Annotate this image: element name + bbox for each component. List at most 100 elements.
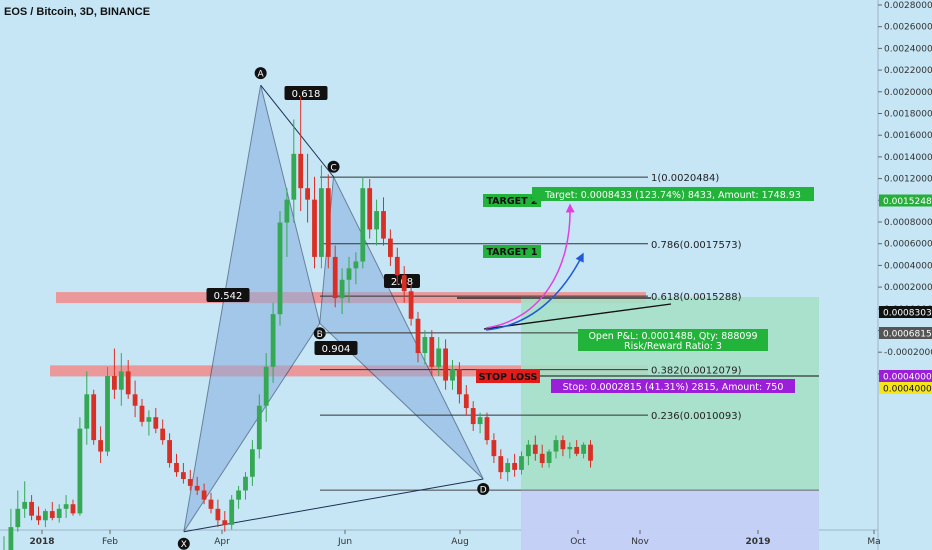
candle[interactable] bbox=[422, 337, 428, 354]
candle[interactable] bbox=[415, 318, 421, 354]
candle[interactable] bbox=[346, 268, 352, 280]
candle[interactable] bbox=[394, 256, 400, 276]
candle[interactable] bbox=[146, 417, 152, 422]
target-info-box[interactable] bbox=[532, 187, 814, 201]
candle[interactable] bbox=[436, 348, 442, 367]
candle[interactable] bbox=[174, 463, 179, 473]
arrow-to-target-1[interactable] bbox=[485, 252, 584, 331]
candle[interactable] bbox=[567, 446, 573, 450]
price-badge[interactable] bbox=[879, 382, 932, 394]
candle[interactable] bbox=[167, 440, 172, 463]
price-badge[interactable] bbox=[879, 194, 932, 207]
candle[interactable] bbox=[139, 405, 145, 422]
candle[interactable] bbox=[201, 490, 207, 500]
candle[interactable] bbox=[70, 504, 76, 514]
y-axis[interactable] bbox=[878, 0, 932, 550]
candle[interactable] bbox=[401, 275, 407, 292]
candle[interactable] bbox=[512, 463, 517, 470]
target-2-badge[interactable] bbox=[483, 194, 541, 207]
stop-loss-badge[interactable] bbox=[476, 369, 540, 383]
pattern-point-b-marker[interactable] bbox=[313, 327, 326, 340]
candle[interactable] bbox=[353, 261, 359, 269]
candle[interactable] bbox=[325, 188, 331, 257]
candle[interactable] bbox=[36, 515, 41, 521]
candle[interactable] bbox=[519, 456, 524, 470]
loss-zone[interactable] bbox=[521, 490, 819, 550]
candle[interactable] bbox=[553, 440, 559, 452]
price-badge[interactable] bbox=[879, 306, 932, 318]
candle[interactable] bbox=[360, 188, 366, 262]
candle[interactable] bbox=[250, 449, 255, 477]
candle[interactable] bbox=[305, 188, 310, 200]
candle[interactable] bbox=[153, 417, 159, 429]
candle[interactable] bbox=[505, 463, 511, 473]
stop-info-box[interactable] bbox=[551, 379, 795, 393]
candle[interactable] bbox=[546, 451, 552, 463]
candle[interactable] bbox=[91, 394, 97, 441]
candle[interactable] bbox=[125, 371, 131, 395]
candle[interactable] bbox=[381, 211, 386, 239]
candle[interactable] bbox=[263, 366, 269, 406]
candle[interactable] bbox=[49, 511, 55, 518]
candle[interactable] bbox=[277, 222, 283, 315]
candle[interactable] bbox=[15, 508, 21, 528]
candle[interactable] bbox=[450, 369, 455, 381]
candle[interactable] bbox=[312, 199, 317, 257]
target-1-badge[interactable] bbox=[483, 245, 541, 258]
candle[interactable] bbox=[581, 444, 586, 454]
pattern-point-x-marker[interactable] bbox=[177, 537, 190, 550]
candle[interactable] bbox=[194, 485, 200, 491]
candle[interactable] bbox=[243, 476, 248, 491]
candle[interactable] bbox=[457, 369, 462, 395]
candle[interactable] bbox=[187, 479, 193, 486]
candle[interactable] bbox=[229, 499, 235, 525]
candle[interactable] bbox=[539, 453, 545, 463]
candle[interactable] bbox=[222, 520, 228, 525]
candle[interactable] bbox=[236, 490, 241, 500]
candle[interactable] bbox=[43, 511, 48, 521]
candle[interactable] bbox=[105, 375, 110, 452]
candle[interactable] bbox=[77, 428, 83, 514]
candle[interactable] bbox=[367, 188, 373, 230]
candle[interactable] bbox=[208, 499, 214, 509]
candle[interactable] bbox=[408, 291, 414, 319]
candle[interactable] bbox=[574, 446, 580, 454]
candle[interactable] bbox=[443, 348, 448, 381]
candle[interactable] bbox=[98, 440, 103, 452]
candle[interactable] bbox=[215, 508, 221, 521]
candle[interactable] bbox=[588, 444, 593, 461]
pattern-point-a-marker[interactable] bbox=[254, 67, 267, 80]
candle[interactable] bbox=[29, 501, 34, 516]
candle[interactable] bbox=[498, 456, 504, 473]
pattern-point-d-marker[interactable] bbox=[477, 483, 490, 496]
candle[interactable] bbox=[477, 417, 483, 425]
candle[interactable] bbox=[270, 314, 276, 367]
candle[interactable] bbox=[339, 279, 345, 299]
candle[interactable] bbox=[118, 371, 124, 390]
candle[interactable] bbox=[298, 153, 304, 189]
candle[interactable] bbox=[181, 472, 186, 480]
pnl-info-box[interactable] bbox=[578, 329, 768, 351]
candle[interactable] bbox=[8, 527, 14, 550]
price-badge[interactable] bbox=[879, 327, 932, 339]
candle[interactable] bbox=[560, 440, 566, 450]
candle[interactable] bbox=[291, 153, 297, 200]
support-line[interactable] bbox=[483, 303, 672, 330]
candle[interactable] bbox=[484, 417, 490, 441]
candle[interactable] bbox=[132, 394, 138, 406]
candle[interactable] bbox=[491, 440, 497, 457]
candle[interactable] bbox=[56, 508, 62, 518]
candle[interactable] bbox=[84, 394, 90, 429]
candle[interactable] bbox=[63, 504, 69, 509]
candle[interactable] bbox=[388, 238, 393, 257]
pattern-triangle-xab[interactable] bbox=[183, 85, 321, 532]
candle[interactable] bbox=[526, 444, 531, 457]
candle[interactable] bbox=[429, 337, 435, 367]
candle[interactable] bbox=[160, 428, 166, 441]
price-badge[interactable] bbox=[879, 370, 932, 382]
candle[interactable] bbox=[463, 394, 469, 409]
target-zone-1[interactable] bbox=[50, 365, 648, 377]
candle[interactable] bbox=[284, 199, 290, 223]
